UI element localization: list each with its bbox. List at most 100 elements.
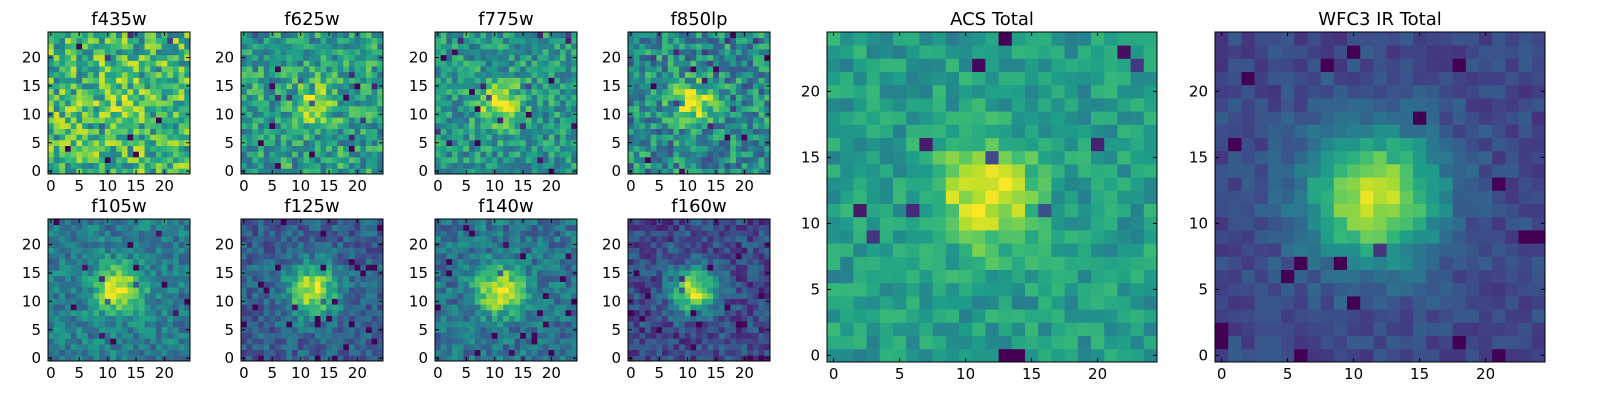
- heatmap-cell: [87, 134, 94, 141]
- heatmap-cell: [741, 332, 748, 339]
- heatmap-cell: [263, 287, 270, 294]
- heatmap-cell: [354, 343, 361, 351]
- heatmap-cell: [645, 111, 652, 118]
- heatmap-cell: [275, 111, 282, 118]
- x-tick-label: 15: [126, 177, 145, 195]
- heatmap-cell: [343, 304, 350, 311]
- heatmap-cell: [331, 168, 338, 175]
- heatmap-cell: [326, 151, 333, 158]
- heatmap-cell: [486, 355, 493, 362]
- heatmap-cell: [684, 117, 691, 124]
- heatmap-cell: [508, 343, 515, 351]
- heatmap-cell: [645, 321, 652, 328]
- heatmap-cell: [474, 230, 481, 237]
- heatmap-cell: [741, 304, 748, 311]
- heatmap-cell: [99, 43, 106, 50]
- heatmap-cell: [48, 162, 55, 169]
- heatmap-cell: [707, 105, 714, 112]
- heatmap-cell: [93, 230, 100, 237]
- heatmap-cell: [554, 247, 561, 254]
- heatmap-cell: [93, 281, 100, 288]
- heatmap-cell: [758, 54, 765, 61]
- heatmap-cell: [53, 71, 60, 78]
- heatmap-cell: [99, 54, 106, 61]
- heatmap-cell: [150, 54, 157, 61]
- heatmap-cell: [633, 117, 640, 124]
- heatmap-cell: [667, 83, 674, 90]
- heatmap-cell: [735, 287, 742, 294]
- heatmap-cell: [764, 321, 771, 328]
- heatmap-cell: [508, 94, 515, 101]
- heatmap-cell: [480, 128, 487, 135]
- heatmap-cell: [486, 122, 493, 129]
- heatmap-cell: [161, 111, 168, 118]
- heatmap-cell: [684, 105, 691, 112]
- heatmap-cell: [724, 54, 731, 61]
- heatmap-cell: [110, 292, 117, 299]
- heatmap-cell: [480, 309, 487, 316]
- heatmap-cell: [252, 100, 259, 107]
- heatmap-cell: [480, 168, 487, 175]
- heatmap-cell: [178, 111, 185, 118]
- heatmap-cell: [138, 332, 145, 339]
- heatmap-cell: [303, 304, 310, 311]
- heatmap-cell: [178, 236, 185, 243]
- heatmap-cell: [320, 298, 327, 305]
- heatmap-cell: [150, 332, 157, 339]
- heatmap-cell: [435, 105, 442, 112]
- heatmap-cell: [99, 66, 106, 73]
- heatmap-cell: [337, 326, 344, 333]
- heatmap-cell: [645, 270, 652, 277]
- heatmap-cell: [656, 134, 663, 141]
- heatmap-cell: [127, 66, 134, 73]
- heatmap-cell: [565, 287, 572, 294]
- heatmap-cell: [343, 236, 350, 243]
- heatmap-cell: [463, 66, 470, 73]
- heatmap-cell: [469, 117, 476, 124]
- heatmap-cell: [684, 49, 691, 56]
- heatmap-cell: [701, 281, 708, 288]
- heatmap-cell: [48, 292, 55, 299]
- heatmap-cell: [314, 355, 321, 362]
- heatmap-cell: [571, 230, 578, 237]
- heatmap-cell: [343, 111, 350, 118]
- heatmap-cell: [138, 66, 145, 73]
- heatmap-cell: [161, 247, 168, 254]
- heatmap-cell: [565, 168, 572, 175]
- heatmap-cell: [764, 145, 771, 152]
- heatmap-cell: [365, 275, 373, 282]
- heatmap-cell: [741, 343, 748, 351]
- heatmap-cell: [76, 338, 83, 345]
- heatmap-cell: [133, 60, 140, 67]
- heatmap-cell: [93, 88, 100, 95]
- heatmap-cell: [463, 94, 470, 101]
- heatmap-cell: [679, 338, 686, 345]
- heatmap-cell: [571, 145, 578, 152]
- heatmap-cell: [320, 111, 327, 118]
- heatmap-cell: [133, 71, 140, 78]
- heatmap-cell: [486, 32, 493, 39]
- heatmap-cell: [435, 343, 442, 351]
- heatmap-cell: [326, 49, 333, 56]
- heatmap-cell: [365, 309, 373, 316]
- heatmap-cell: [172, 219, 180, 226]
- heatmap-cell: [297, 145, 304, 152]
- heatmap-cell: [730, 162, 737, 169]
- heatmap-cell: [292, 111, 299, 118]
- heatmap-cell: [144, 128, 151, 135]
- heatmap-cell: [463, 37, 470, 44]
- heatmap-cell: [252, 275, 259, 282]
- heatmap-cell: [633, 309, 640, 316]
- heatmap-cell: [633, 122, 640, 129]
- heatmap-cell: [707, 315, 714, 322]
- heatmap-cell: [571, 309, 578, 316]
- heatmap-cell: [337, 43, 344, 50]
- heatmap-cell: [144, 139, 151, 146]
- heatmap-cell: [59, 292, 66, 299]
- heatmap-cell: [645, 343, 652, 351]
- heatmap-cell: [65, 122, 72, 129]
- heatmap-cell: [514, 270, 521, 277]
- heatmap-cell: [241, 128, 248, 135]
- heatmap-cell: [172, 111, 180, 118]
- heatmap-cell: [263, 321, 270, 328]
